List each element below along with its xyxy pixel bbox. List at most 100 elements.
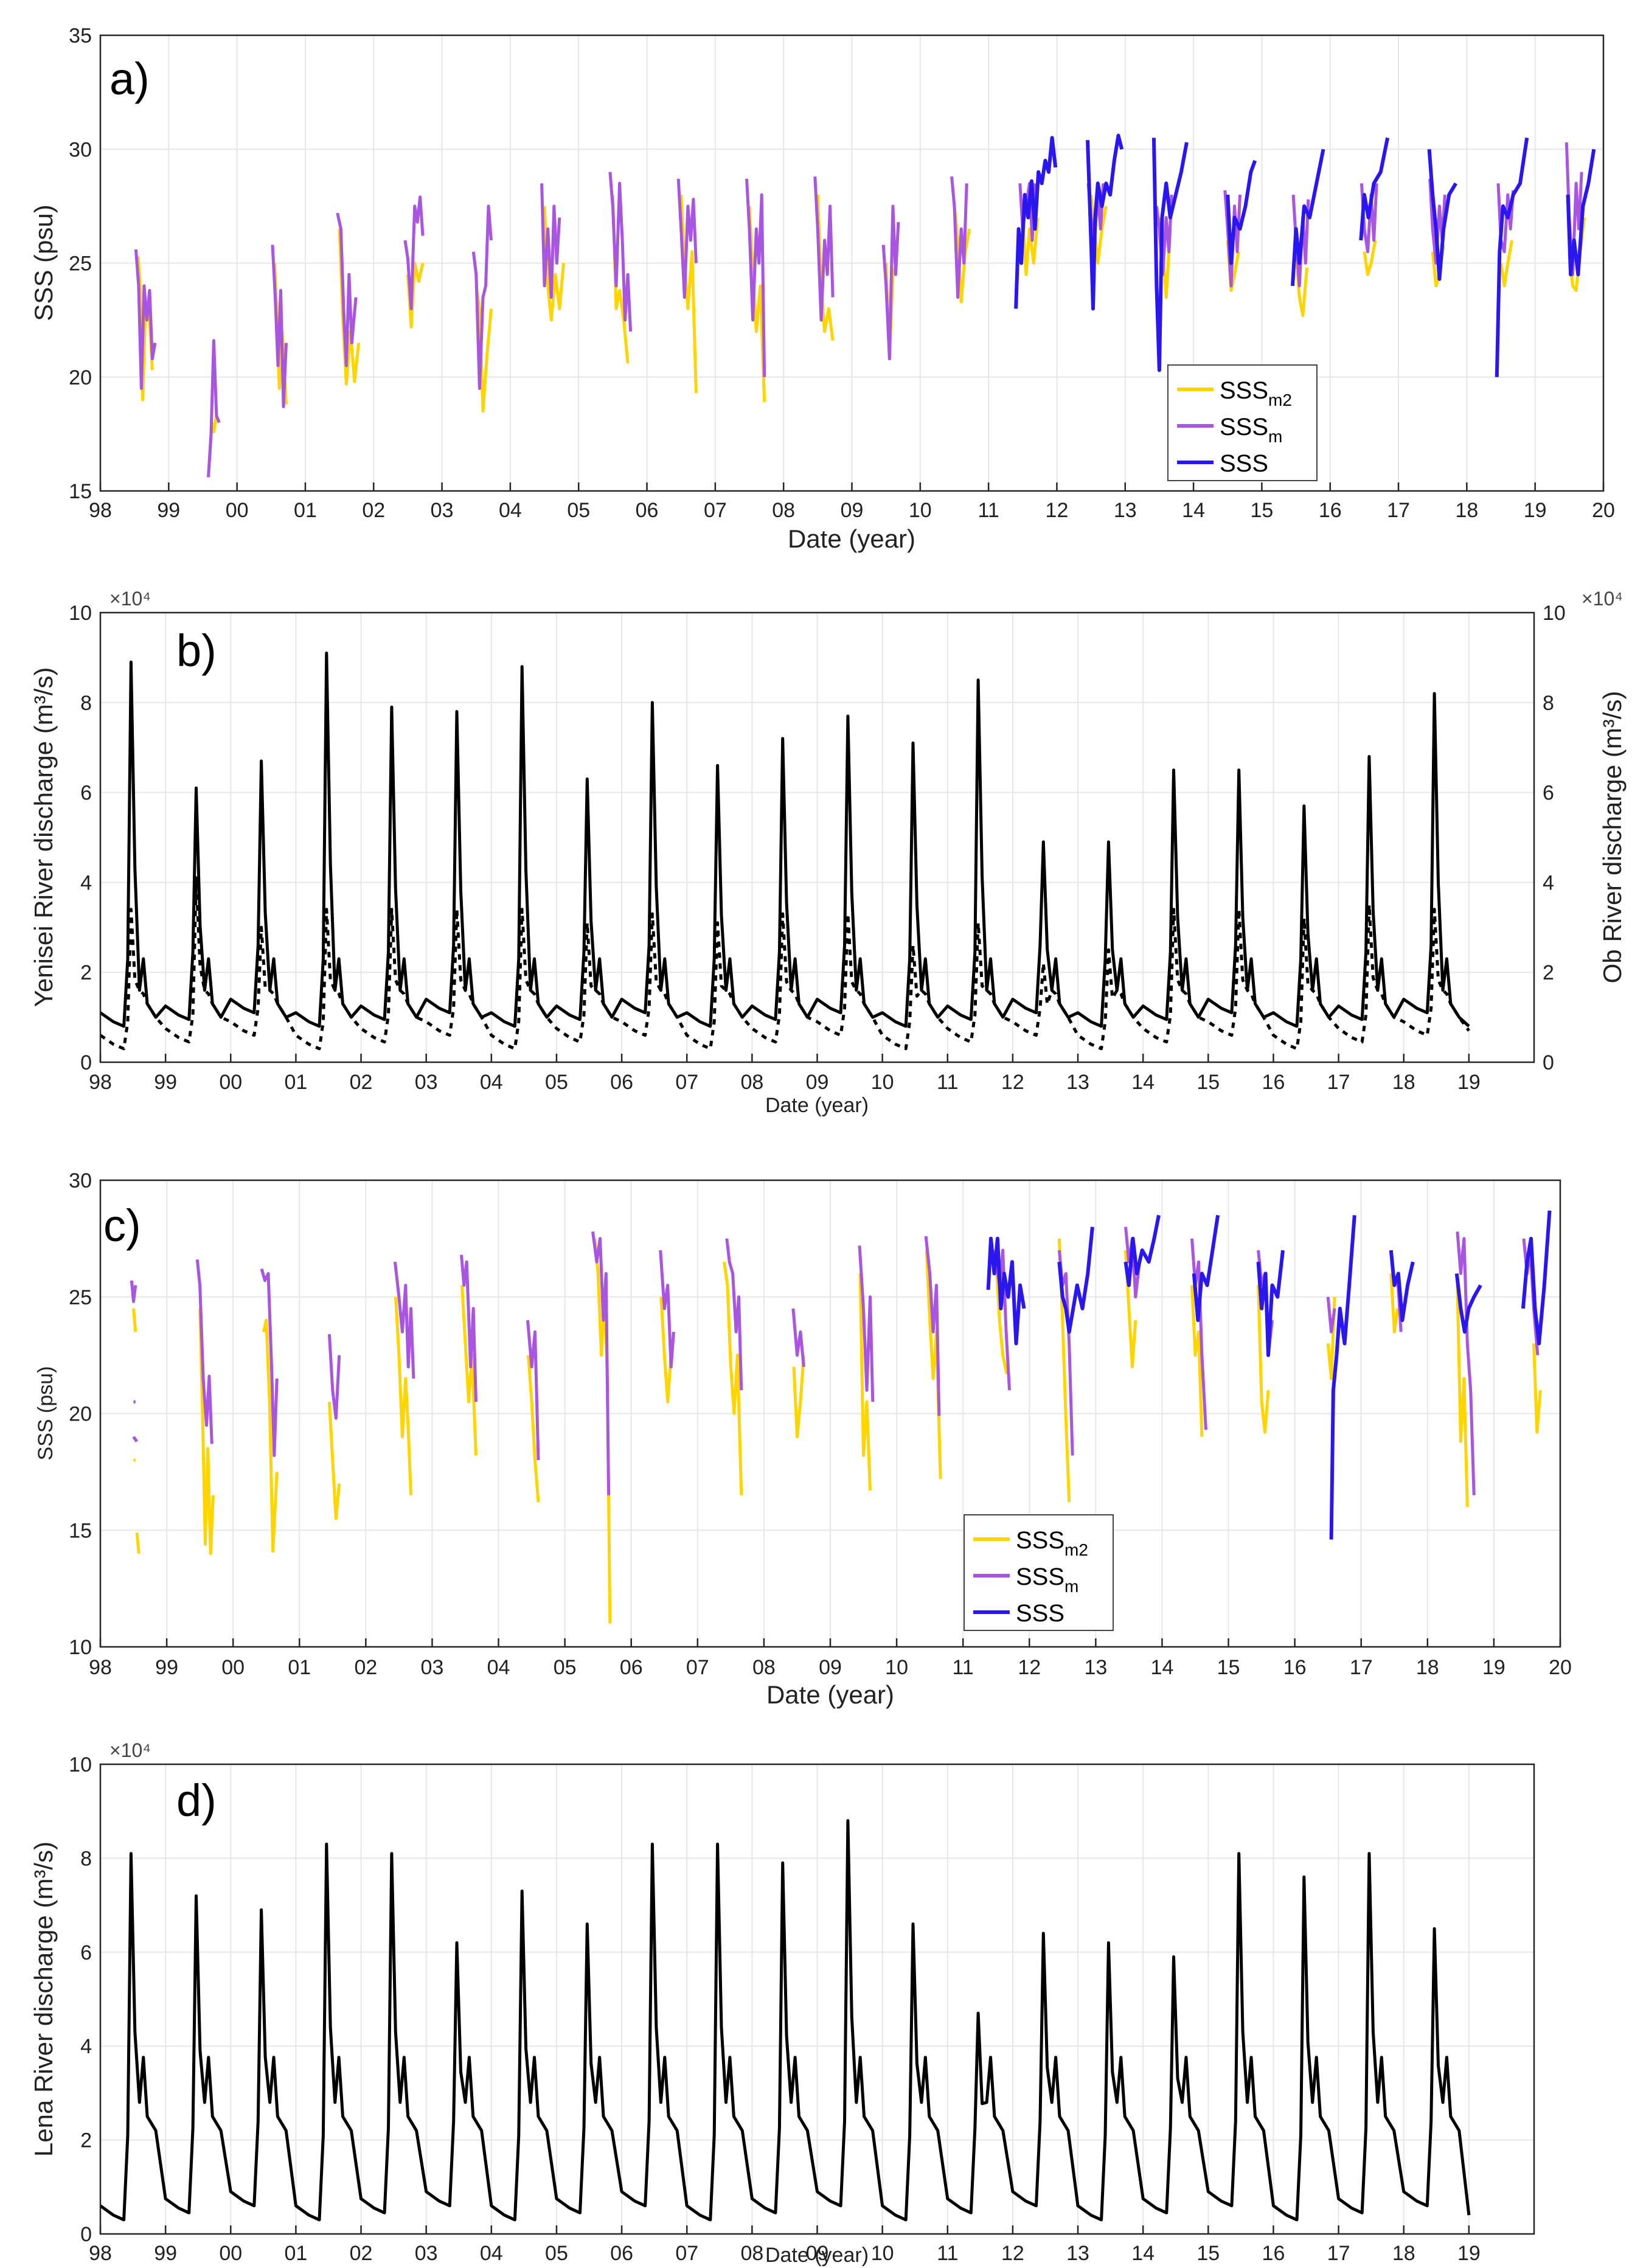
series-sssm2 — [1257, 1285, 1270, 1434]
x-tick-label: 03 — [415, 2242, 438, 2265]
x-tick-label: 14 — [1151, 1656, 1174, 1679]
series-sssm — [134, 249, 157, 390]
x-tick-label: 00 — [219, 1071, 242, 1094]
series-sss — [1256, 1250, 1285, 1357]
x-tick-label: 19 — [1482, 1656, 1505, 1679]
panel-a-legend-label-sssm2: SSSm2 — [1220, 377, 1292, 409]
panel-c-legend-sssm-sub: m — [1064, 1577, 1078, 1596]
series-sss — [1123, 1214, 1161, 1287]
series-sssm2 — [135, 1532, 141, 1554]
panel-d-ticks: 98 99 00 01 02 03 04 05 06 07 08 09 10 11 12 13 14 15 16 17… — [69, 1753, 1481, 2265]
series-sss — [1521, 1210, 1552, 1346]
x-tick-label: 06 — [610, 1071, 633, 1094]
series-sss — [1427, 149, 1457, 281]
y-tick-label: 2 — [80, 961, 92, 984]
series-sssm2 — [1456, 1285, 1469, 1507]
series-sssm2 — [679, 194, 698, 394]
x-tick-label: 09 — [806, 2242, 829, 2265]
series-sssm — [460, 1254, 477, 1402]
x-tick-label: 00 — [221, 1656, 245, 1679]
panel-c-legend-label-sssm2: SSSm2 — [1016, 1527, 1088, 1559]
x-tick-label: 08 — [752, 1656, 776, 1679]
series-sssm2 — [1190, 1285, 1204, 1437]
panel-b-xlabel: Date (year) — [765, 1094, 869, 1117]
series-sssm — [130, 1280, 137, 1303]
panel-a-ticks: 98 99 00 01 02 03 04 05 06 07 08 09 10 11 12 13 14 15 16 17… — [69, 24, 1615, 522]
y-tick-label: 2 — [80, 2129, 92, 2152]
series-sssm2 — [394, 1296, 412, 1495]
x-tick-label: 07 — [675, 2242, 698, 2265]
x-tick-label: 18 — [1416, 1656, 1439, 1679]
series-sssm — [1155, 194, 1173, 276]
x-tick-label: 13 — [1114, 499, 1137, 522]
panel-a-legend: SSSm2 SSSm SSS — [1167, 364, 1318, 481]
x-tick-label: 03 — [415, 1071, 438, 1094]
y-tick-label: 30 — [69, 138, 92, 161]
x-tick-label: 11 — [978, 499, 999, 522]
series-sssm — [950, 176, 968, 299]
y-tick-label: 8 — [80, 692, 92, 715]
series-yenisei-river-discharge — [99, 652, 1470, 1028]
series-sss — [986, 1236, 1026, 1346]
x-tick-label: 13 — [1084, 1656, 1107, 1679]
x-tick-label: 11 — [937, 2242, 958, 2265]
x-tick-label: 19 — [1524, 499, 1547, 522]
series-sssm — [195, 1259, 214, 1444]
series-sss — [1389, 1250, 1415, 1323]
x-tick-label: 04 — [499, 499, 522, 522]
y-tick-label: 8 — [80, 1847, 92, 1870]
series-sssm — [132, 1436, 139, 1442]
x-tick-label: 06 — [620, 1656, 643, 1679]
series-sssm — [207, 339, 221, 478]
series-sssm2 — [1389, 1273, 1400, 1334]
y-tick-label-right: 4 — [1543, 871, 1554, 894]
panel-c-legend-label-sssm: SSSm — [1016, 1564, 1078, 1596]
series-sssm2 — [1021, 217, 1040, 276]
x-tick-label: 09 — [819, 1656, 842, 1679]
series-sssm — [591, 1231, 611, 1495]
panel-c-label: c) — [103, 1200, 141, 1251]
panel-b-ticks: 98 99 00 01 02 03 04 05 06 07 08 09 10 11 12 13 14 15 16 17… — [69, 602, 1566, 1094]
series-sssm — [924, 1236, 941, 1416]
y-tick-label-right: 8 — [1543, 692, 1554, 715]
x-tick-label: 10 — [885, 1656, 908, 1679]
panel-b-left-exponent: ×10⁴ — [109, 588, 151, 610]
series-sssm2 — [132, 1308, 137, 1332]
y-tick-label-right: 6 — [1543, 782, 1554, 805]
x-tick-label: 12 — [1001, 1071, 1024, 1094]
y-tick-label: 35 — [69, 24, 92, 47]
x-tick-label: 14 — [1131, 1071, 1155, 1094]
x-tick-label: 02 — [350, 2242, 373, 2265]
x-tick-label: 14 — [1131, 2242, 1155, 2265]
x-tick-label: 15 — [1217, 1656, 1240, 1679]
y-tick-label: 30 — [69, 1169, 92, 1192]
x-tick-label: 18 — [1392, 2242, 1415, 2265]
series-sssm2 — [527, 1355, 540, 1503]
series-lena-river-discharge — [99, 1819, 1471, 2222]
panel-a-ylabel: SSS (psu) — [29, 204, 58, 321]
x-tick-label: 01 — [288, 1656, 311, 1679]
series-sssm2 — [995, 1262, 1009, 1374]
series-sssm — [659, 1250, 675, 1369]
y-tick-label: 20 — [69, 366, 92, 389]
x-tick-label: 03 — [431, 499, 454, 522]
series-sssm2 — [327, 1402, 341, 1520]
series-sssm2 — [723, 1261, 743, 1495]
x-tick-label: 20 — [1592, 499, 1615, 522]
series-sssm2 — [1499, 240, 1513, 288]
x-tick-label: 16 — [1262, 2242, 1285, 2265]
x-tick-label: 04 — [480, 1071, 503, 1094]
panel-a-label: a) — [109, 54, 150, 104]
x-tick-label: 02 — [362, 499, 385, 522]
x-tick-label: 18 — [1392, 1071, 1415, 1094]
series-sssm — [526, 1320, 540, 1461]
x-tick-label: 17 — [1327, 2242, 1350, 2265]
x-tick-label: 99 — [157, 499, 180, 522]
panel-d-ylabel: Lena River discharge (m³/s) — [29, 1842, 58, 2157]
series-sss — [1566, 148, 1596, 277]
series-sssm — [791, 1308, 805, 1368]
panel-a-legend-sssm-sub: m — [1268, 427, 1282, 446]
x-tick-label: 98 — [89, 1656, 112, 1679]
panel-a-sss-ob-yenisei: 98 99 00 01 02 03 04 05 06 07 08 09 10 11 12 13 14 15 16 17… — [0, 0, 1646, 560]
